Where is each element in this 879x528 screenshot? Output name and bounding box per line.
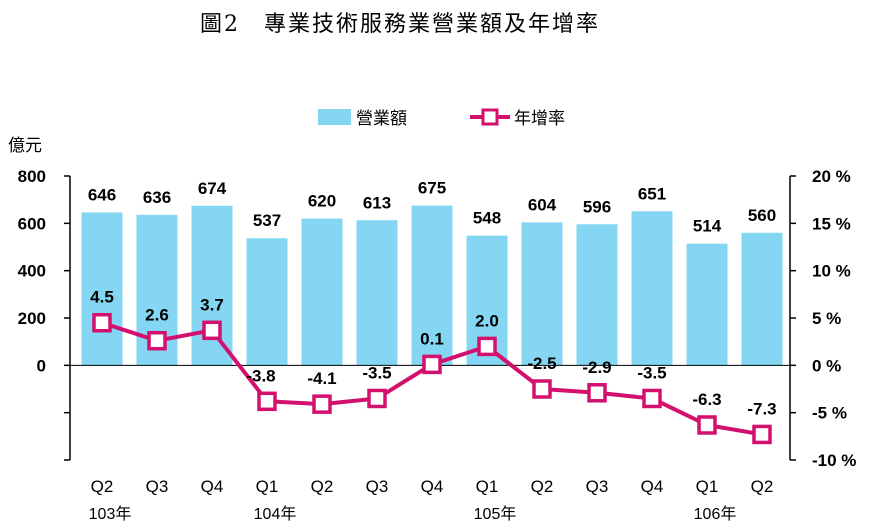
bar-data-label: 613 [363,193,391,212]
left-axis-label: 億元 [8,136,42,155]
category-label: Q3 [586,477,609,496]
bar-data-label: 646 [88,185,116,204]
growth-data-label: -2.9 [582,358,611,377]
bar [356,220,398,366]
category-label: Q1 [476,477,499,496]
growth-data-label: 2.6 [145,306,169,325]
bar-data-label: 651 [638,184,666,203]
growth-data-label: 2.0 [475,311,499,330]
bar-data-label: 537 [253,211,281,230]
growth-data-label: -3.8 [246,366,275,385]
growth-marker [312,394,332,414]
bar-data-label: 636 [143,188,171,207]
bar [741,232,783,366]
year-label: 106年 [694,505,737,523]
category-label: Q2 [751,477,774,496]
category-label: Q4 [641,477,664,496]
year-label: 104年 [254,505,297,523]
category-label: Q3 [146,477,169,496]
growth-data-label: 0.1 [420,329,444,348]
right-tick-label: 20 % [812,167,851,186]
category-label: Q1 [256,477,279,496]
legend-bar-swatch [318,109,351,125]
category-label: Q3 [366,477,389,496]
legend-bar-label: 營業額 [356,109,407,128]
right-tick-label: 15 % [812,214,851,233]
chart-title: 圖2 專業技術服務業營業額及年增率 [200,12,600,37]
bar-data-label: 514 [693,217,722,236]
bar [686,243,728,366]
growth-data-label: 4.5 [90,288,114,307]
year-label: 105年 [474,505,517,523]
growth-marker [697,415,717,435]
growth-data-label: -6.3 [692,390,721,409]
right-tick-label: -5 % [812,404,847,423]
legend-line-marker [481,108,499,126]
right-tick-label: 5 % [812,309,841,328]
left-tick-label: 0 [37,356,46,375]
bar [301,218,343,366]
growth-marker [477,336,497,357]
growth-marker [642,388,662,409]
bar [576,224,618,366]
bar-data-label: 560 [748,206,776,225]
growth-marker [752,424,772,445]
growth-marker [367,388,387,409]
bar [631,211,673,366]
bar-data-label: 675 [418,179,446,198]
growth-data-label: -3.5 [637,363,666,382]
bar [81,212,123,366]
category-label: Q4 [201,477,224,496]
right-tick-label: -10 % [812,451,856,470]
bar [191,205,233,366]
growth-data-label: 3.7 [200,295,224,314]
left-tick-label: 600 [18,214,46,233]
growth-marker [422,354,442,375]
growth-data-label: -3.5 [362,363,391,382]
left-tick-label: 800 [18,167,46,186]
category-label: Q1 [696,477,719,496]
growth-marker [147,330,167,351]
growth-marker [202,320,222,341]
left-tick-label: 200 [18,309,46,328]
bar [246,238,288,366]
right-tick-label: 0 % [812,356,841,375]
growth-data-label: -4.1 [307,369,336,388]
growth-marker [532,379,552,399]
year-label: 103年 [89,505,132,523]
bar [411,205,453,366]
bar [521,222,563,366]
growth-data-label: -7.3 [747,399,776,418]
left-tick-label: 400 [18,262,46,281]
growth-marker [587,383,607,403]
growth-data-label: -2.5 [527,354,556,373]
right-tick-label: 10 % [812,262,851,281]
category-label: Q2 [311,477,334,496]
bar-data-label: 548 [473,209,501,228]
legend-line-label: 年增率 [514,109,565,128]
category-label: Q4 [421,477,444,496]
bar-data-label: 596 [583,197,611,216]
category-label: Q2 [91,477,114,496]
bar-data-label: 604 [528,195,557,214]
bar-data-label: 620 [308,192,336,211]
bar-data-label: 674 [198,179,227,198]
growth-marker [257,391,277,412]
category-label: Q2 [531,477,554,496]
growth-marker [92,312,112,333]
